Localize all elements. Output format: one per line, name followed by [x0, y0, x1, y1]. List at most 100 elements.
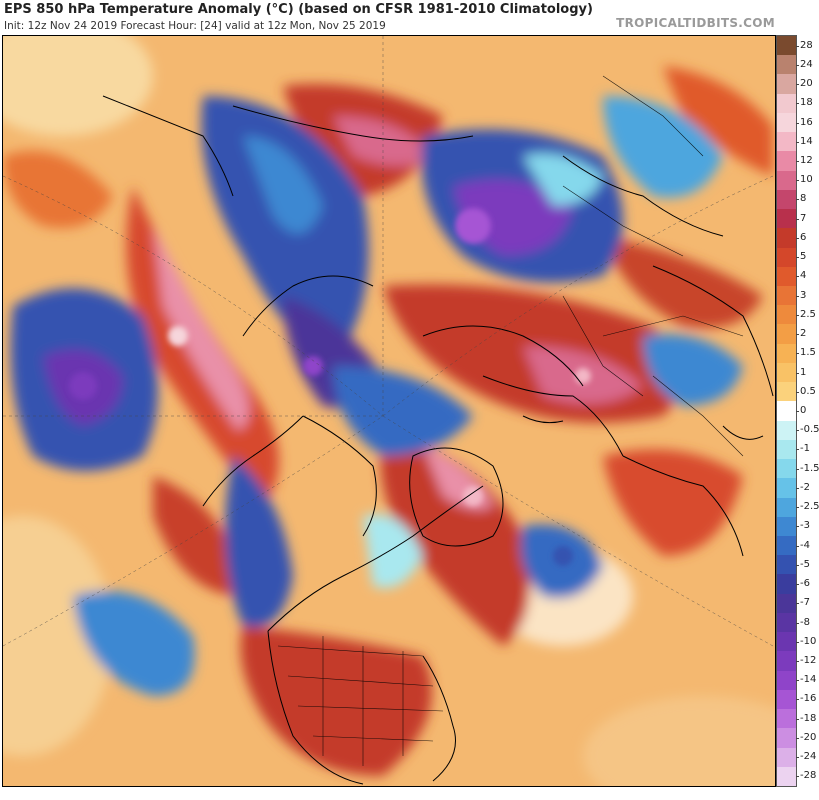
legend-swatch	[777, 420, 796, 441]
legend-label: -1	[800, 443, 810, 455]
legend-tick	[796, 257, 799, 259]
legend-label: 28	[800, 39, 813, 51]
legend-label: -14	[800, 674, 817, 686]
legend-tick	[796, 641, 799, 643]
legend-swatch	[777, 362, 796, 383]
anomaly-map	[2, 35, 776, 787]
legend-label: 7	[800, 212, 807, 224]
legend-label: -6	[800, 578, 810, 590]
legend-label: -24	[800, 751, 817, 763]
legend-swatch	[777, 555, 796, 575]
legend-swatch	[777, 55, 796, 75]
legend-label: 2.5	[800, 308, 816, 320]
legend-swatch	[777, 709, 796, 729]
legend-label: 20	[800, 78, 813, 90]
legend-label: 8	[800, 193, 807, 205]
legend-tick	[796, 84, 799, 86]
legend-tick	[796, 180, 799, 182]
legend-tick	[796, 757, 799, 759]
legend-swatch	[777, 112, 796, 133]
legend-swatch	[777, 747, 796, 768]
legend-tick	[796, 353, 799, 355]
legend-tick	[796, 776, 799, 778]
legend-swatch	[777, 593, 796, 614]
legend-label: -16	[800, 693, 817, 705]
legend-swatch	[777, 651, 796, 672]
legend-swatch	[777, 189, 796, 210]
legend-swatch	[777, 36, 796, 56]
legend-tick	[796, 564, 799, 566]
legend-label: -10	[800, 635, 817, 647]
legend-swatch	[777, 459, 796, 479]
coastlines	[102, 95, 774, 785]
legend-label: 2	[800, 328, 807, 340]
legend-label: 1.5	[800, 347, 816, 359]
legend-tick	[796, 103, 799, 105]
legend-swatch	[777, 497, 796, 518]
anomaly-field	[3, 36, 775, 786]
legend-label: -12	[800, 655, 817, 666]
legend-tick	[796, 64, 799, 66]
legend-tick	[796, 122, 799, 124]
color-scale-legend: 28 24 20 18 16 14 12 10 8 7 6 5 4 3 2.5 2 1.5 1 0.5 0 -0.5 -1…	[776, 35, 819, 787]
anomaly-map-graphic	[3, 36, 775, 786]
legend-label: 24	[800, 58, 813, 70]
legend-label: -1.5	[800, 462, 819, 474]
legend-label: -0.5	[800, 424, 819, 436]
legend-tick	[796, 314, 799, 316]
legend-swatch	[777, 632, 796, 652]
political-borders	[277, 75, 744, 766]
legend-tick	[796, 507, 799, 509]
legend-swatch	[777, 536, 796, 556]
legend-swatch	[777, 574, 796, 595]
legend-label: 0	[800, 405, 807, 416]
legend-tick	[796, 680, 799, 682]
legend-label: -4	[800, 539, 810, 551]
legend-tick	[796, 218, 799, 220]
legend-tick	[796, 430, 799, 432]
legend-tick	[796, 545, 799, 547]
legend-label: 6	[800, 231, 807, 243]
legend-label: 12	[800, 155, 813, 166]
legend-swatch	[777, 382, 796, 402]
legend-tick	[796, 372, 799, 374]
legend-swatch	[777, 728, 796, 749]
legend-tick	[796, 334, 799, 336]
legend-label: -7	[800, 597, 810, 609]
legend-swatch	[777, 286, 796, 306]
legend-swatch	[777, 324, 796, 345]
legend-swatch	[777, 478, 796, 499]
legend-swatch	[777, 151, 796, 172]
legend-label: 16	[800, 116, 813, 128]
legend-tick	[796, 391, 799, 393]
legend-swatch	[777, 266, 796, 287]
legend-label: 1	[800, 366, 807, 378]
legend-swatch	[777, 305, 796, 325]
legend-label: 0.5	[800, 385, 816, 397]
legend-swatch	[777, 228, 796, 249]
legend-swatch	[777, 401, 796, 422]
legend-tick	[796, 468, 799, 470]
legend-tick	[796, 622, 799, 624]
legend-label: 3	[800, 289, 807, 301]
legend-label: 10	[800, 174, 813, 186]
legend-label: -3	[800, 520, 810, 532]
legend-tick	[796, 449, 799, 451]
legend-swatch	[777, 132, 796, 152]
legend-tick	[796, 603, 799, 605]
legend-swatch	[777, 343, 796, 364]
legend-swatch	[777, 439, 796, 460]
legend-tick	[796, 45, 799, 47]
legend-swatch	[777, 170, 796, 191]
legend-label: 18	[800, 97, 813, 109]
legend-tick	[796, 199, 799, 201]
legend-swatch	[777, 247, 796, 268]
legend-label: -5	[800, 558, 810, 570]
legend-tick	[796, 584, 799, 586]
brand-watermark[interactable]: TROPICALTIDBITS.COM	[616, 16, 775, 30]
legend-tick	[796, 718, 799, 720]
legend-swatch	[777, 516, 796, 537]
map-title: EPS 850 hPa Temperature Anomaly (°C) (ba…	[4, 2, 593, 17]
legend-label: -18	[800, 712, 817, 724]
legend-tick	[796, 699, 799, 701]
